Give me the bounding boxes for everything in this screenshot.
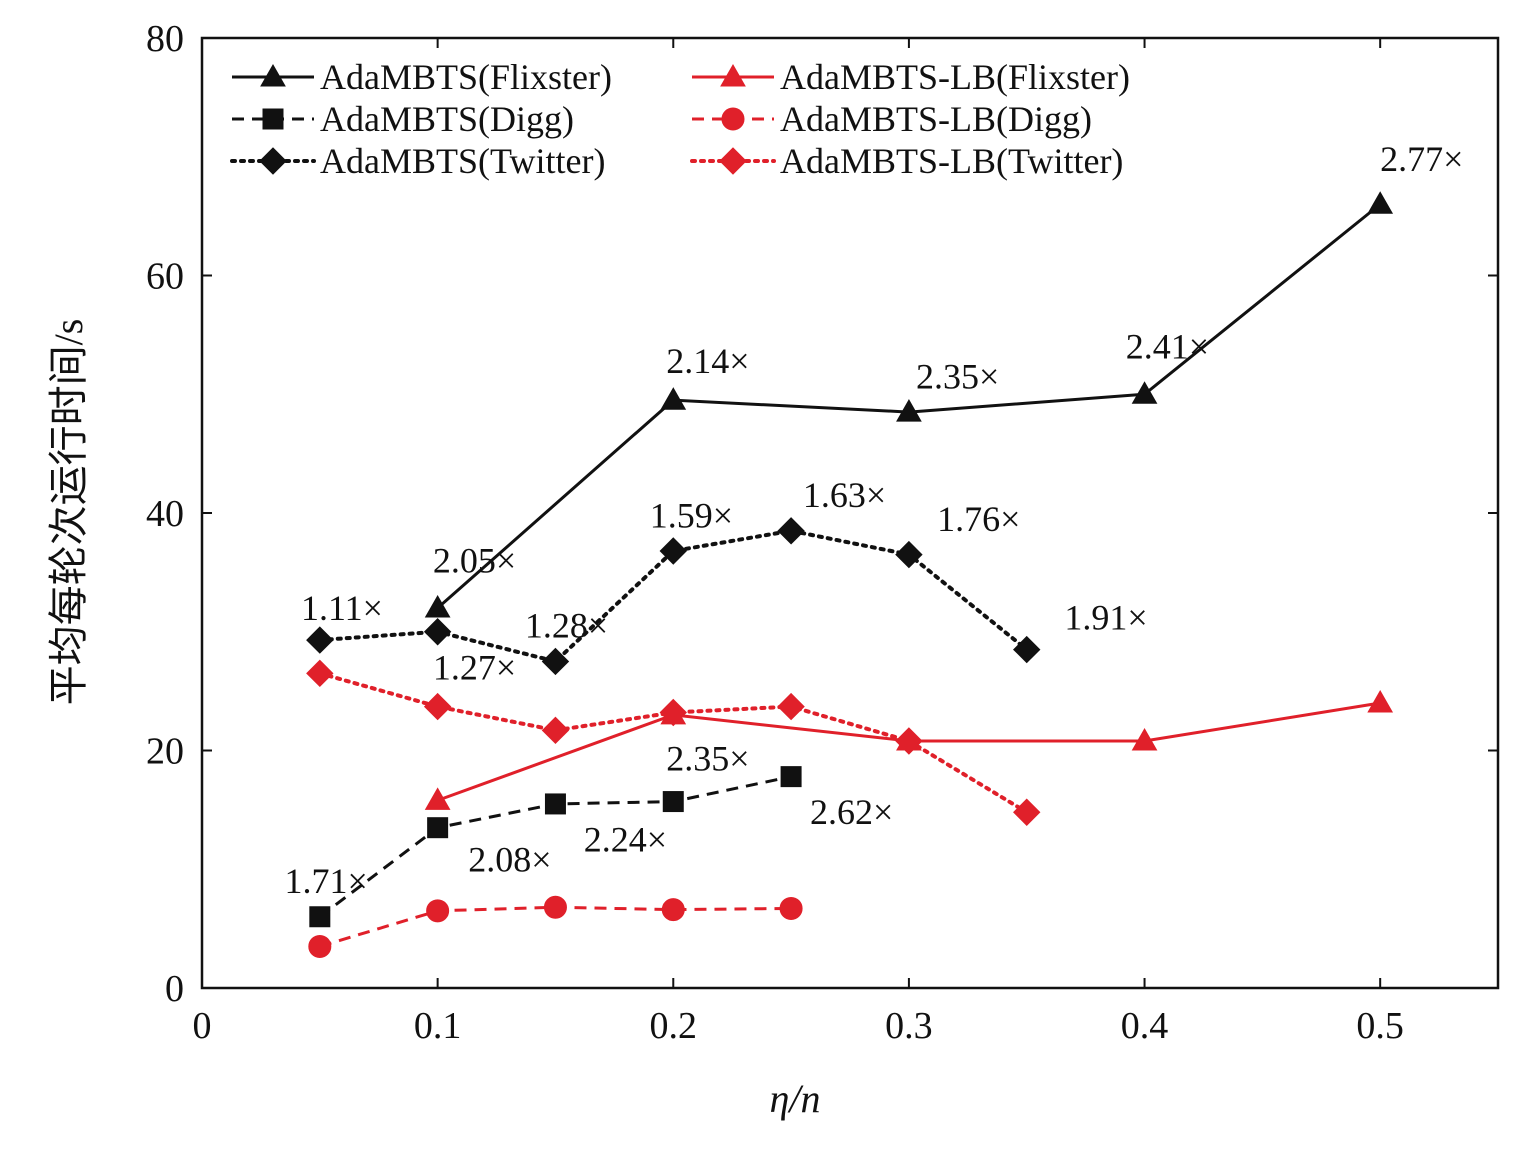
legend-swatch-marker — [720, 63, 746, 87]
data-point — [659, 537, 687, 565]
data-point — [779, 896, 803, 920]
x-tick-label: 0.5 — [1356, 1005, 1404, 1047]
data-point — [1131, 381, 1158, 404]
legend-item-adambts-twitter: AdaMBTS(Twitter) — [230, 141, 605, 181]
legend-swatch-marker — [260, 63, 286, 87]
data-point — [780, 766, 802, 788]
legend-item-adambts-lb-digg: AdaMBTS-LB(Digg) — [692, 99, 1092, 139]
y-tick-label: 20 — [146, 731, 184, 773]
x-tick-label: 0.2 — [650, 1005, 698, 1047]
legend-label: AdaMBTS-LB(Twitter) — [780, 141, 1123, 181]
data-point — [426, 899, 450, 923]
x-axis: 0 0.1 0.2 0.3 0.4 0.5 — [193, 38, 1404, 1047]
speedup-label: 2.35× — [916, 356, 999, 396]
legend-item-adambts-digg: AdaMBTS(Digg) — [232, 99, 574, 139]
series-adambts-flixster — [424, 191, 1394, 618]
speedup-label: 2.08× — [468, 840, 551, 880]
legend: AdaMBTS(Flixster) AdaMBTS-LB(Flixster)Ada… — [230, 57, 1130, 181]
legend-swatch-marker — [719, 147, 747, 175]
legend-item-adambts-lb-twitter: AdaMBTS-LB(Twitter) — [690, 141, 1123, 181]
data-point — [777, 692, 805, 721]
speedup-label: 2.24× — [584, 819, 667, 859]
data-point — [895, 540, 923, 569]
series-adambts-twitter — [306, 517, 1041, 676]
speedup-label: 2.05× — [433, 540, 516, 580]
speedup-label: 2.41× — [1126, 327, 1209, 367]
data-point — [423, 618, 452, 646]
data-point — [306, 659, 334, 688]
data-point — [544, 793, 566, 815]
data-point — [896, 399, 922, 422]
speedup-label: 2.77× — [1380, 139, 1463, 179]
series-adambts-lb-twitter — [306, 659, 1041, 826]
y-tick-label: 40 — [146, 493, 184, 535]
data-point — [308, 934, 332, 958]
legend-label: AdaMBTS(Flixster) — [320, 57, 612, 97]
data-point — [427, 817, 449, 839]
data-point — [1367, 689, 1394, 713]
legend-label: AdaMBTS-LB(Flixster) — [780, 57, 1130, 97]
legend-label: AdaMBTS(Twitter) — [320, 141, 605, 181]
y-tick-label: 60 — [146, 256, 184, 298]
legend-label: AdaMBTS(Digg) — [320, 99, 574, 139]
y-axis-label: 平均每轮次运行时间/s — [46, 319, 91, 706]
speedup-label: 1.91× — [1064, 597, 1147, 637]
series-adambts-lb-digg — [308, 895, 803, 958]
speedup-label: 1.76× — [937, 499, 1020, 539]
legend-item-adambts-flixster: AdaMBTS(Flixster) — [232, 57, 612, 97]
speedup-label: 1.27× — [433, 647, 516, 687]
speedup-label: 1.59× — [650, 495, 733, 535]
series-adambts-digg — [309, 766, 802, 928]
data-point — [1013, 635, 1041, 664]
legend-swatch-marker — [721, 107, 745, 131]
data-point — [661, 898, 685, 922]
data-point — [541, 716, 570, 745]
data-point — [1367, 191, 1394, 214]
legend-item-adambts-lb-flixster: AdaMBTS-LB(Flixster) — [692, 57, 1130, 97]
speedup-label: 1.11× — [301, 588, 383, 628]
y-tick-label: 80 — [146, 18, 184, 60]
speedup-label: 1.63× — [803, 475, 886, 515]
legend-swatch-marker — [262, 108, 284, 130]
data-point — [424, 787, 451, 810]
series-layer — [306, 191, 1394, 958]
speedup-label: 1.28× — [525, 606, 608, 646]
data-point — [662, 791, 684, 813]
data-point — [543, 895, 567, 919]
data-point — [541, 647, 570, 676]
annotation-layer: 1.11× 2.05×1.28×1.27× 1.59× 1.63× 1.76× 1.91×… — [284, 139, 1463, 901]
data-point — [423, 692, 452, 721]
data-point — [895, 727, 923, 755]
data-point — [1131, 727, 1158, 751]
data-point — [424, 594, 451, 618]
data-point — [306, 626, 334, 654]
speedup-label: 2.35× — [666, 739, 749, 779]
data-point — [309, 906, 331, 928]
x-tick-label: 0.1 — [414, 1005, 462, 1047]
legend-swatch-marker — [259, 147, 287, 175]
data-point — [1013, 798, 1041, 826]
speedup-label: 2.14× — [666, 341, 749, 381]
y-axis: 0 20 40 60 80 — [146, 18, 1498, 1010]
data-point — [777, 517, 805, 545]
speedup-label: 1.71× — [284, 861, 367, 901]
y-tick-label: 0 — [165, 968, 184, 1010]
speedup-label: 2.62× — [810, 792, 893, 832]
x-tick-label: 0.3 — [885, 1005, 933, 1047]
data-point — [659, 698, 687, 727]
x-axis-label: η/n — [770, 1076, 821, 1121]
x-tick-label: 0.4 — [1121, 1005, 1169, 1047]
x-tick-label: 0 — [193, 1005, 212, 1047]
data-point — [660, 387, 687, 410]
legend-label: AdaMBTS-LB(Digg) — [780, 99, 1092, 139]
